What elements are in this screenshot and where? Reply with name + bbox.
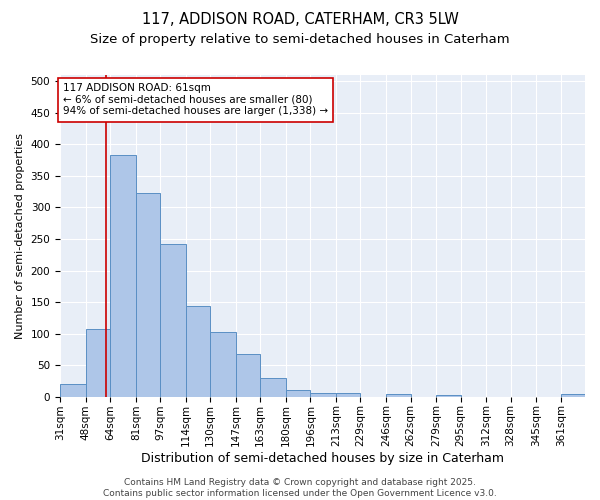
Bar: [110, 155, 136, 396]
Bar: [286, 390, 310, 396]
Text: 117, ADDISON ROAD, CATERHAM, CR3 5LW: 117, ADDISON ROAD, CATERHAM, CR3 5LW: [142, 12, 458, 28]
X-axis label: Distribution of semi-detached houses by size in Caterham: Distribution of semi-detached houses by …: [141, 452, 504, 465]
Bar: [186, 306, 210, 396]
Text: Size of property relative to semi-detached houses in Caterham: Size of property relative to semi-detach…: [90, 32, 510, 46]
Bar: [236, 354, 260, 397]
Text: 117 ADDISON ROAD: 61sqm
← 6% of semi-detached houses are smaller (80)
94% of sem: 117 ADDISON ROAD: 61sqm ← 6% of semi-det…: [63, 83, 328, 116]
Bar: [210, 332, 236, 396]
Bar: [310, 393, 336, 396]
Y-axis label: Number of semi-detached properties: Number of semi-detached properties: [15, 133, 25, 339]
Bar: [160, 244, 186, 396]
Bar: [136, 193, 160, 396]
Bar: [386, 394, 410, 396]
Bar: [436, 395, 461, 396]
Bar: [336, 393, 361, 396]
Bar: [561, 394, 585, 396]
Bar: [60, 384, 86, 396]
Bar: [260, 378, 286, 396]
Bar: [86, 329, 110, 396]
Text: Contains HM Land Registry data © Crown copyright and database right 2025.
Contai: Contains HM Land Registry data © Crown c…: [103, 478, 497, 498]
